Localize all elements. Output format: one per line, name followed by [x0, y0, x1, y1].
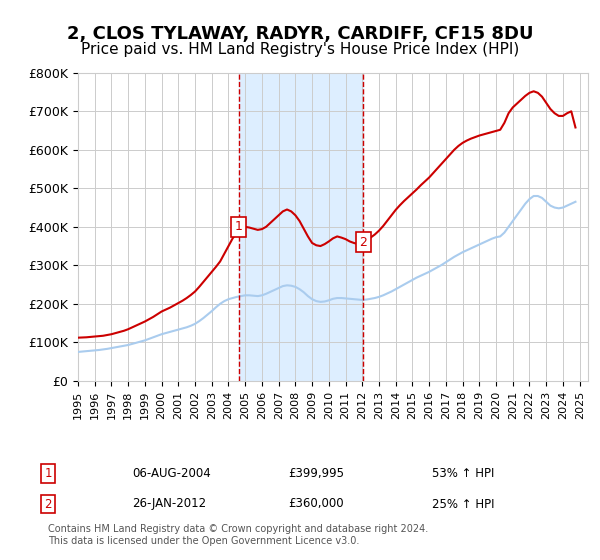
- Text: £399,995: £399,995: [288, 466, 344, 480]
- Text: 2: 2: [44, 497, 52, 511]
- Text: Contains HM Land Registry data © Crown copyright and database right 2024.
This d: Contains HM Land Registry data © Crown c…: [48, 524, 428, 546]
- Text: 26-JAN-2012: 26-JAN-2012: [132, 497, 206, 511]
- Text: 2, CLOS TYLAWAY, RADYR, CARDIFF, CF15 8DU: 2, CLOS TYLAWAY, RADYR, CARDIFF, CF15 8D…: [67, 25, 533, 43]
- Text: 06-AUG-2004: 06-AUG-2004: [132, 466, 211, 480]
- Text: 1: 1: [235, 220, 242, 234]
- Text: 53% ↑ HPI: 53% ↑ HPI: [432, 466, 494, 480]
- Text: 1: 1: [44, 466, 52, 480]
- Text: 25% ↑ HPI: 25% ↑ HPI: [432, 497, 494, 511]
- Bar: [239, 73, 364, 381]
- Text: Price paid vs. HM Land Registry's House Price Index (HPI): Price paid vs. HM Land Registry's House …: [81, 42, 519, 57]
- Text: £360,000: £360,000: [288, 497, 344, 511]
- Text: 2: 2: [359, 236, 367, 249]
